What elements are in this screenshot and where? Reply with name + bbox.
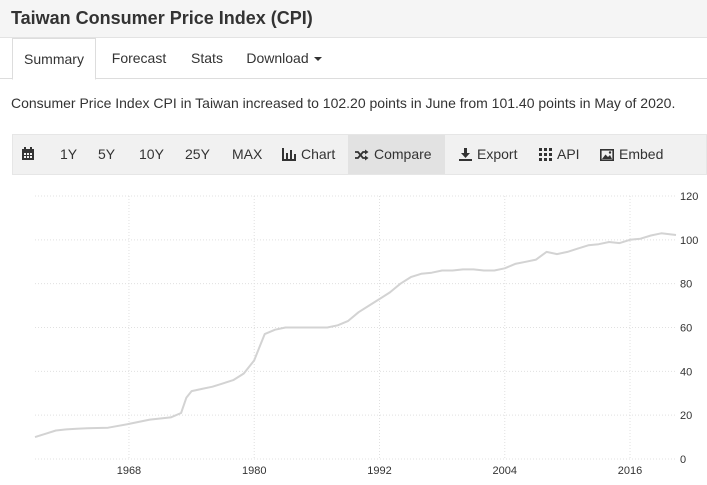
bar-chart-icon <box>282 148 296 161</box>
y-tick-label: 120 <box>680 191 698 203</box>
embed-button[interactable]: Embed <box>600 135 663 174</box>
api-button[interactable]: API <box>539 135 580 174</box>
range-5y-button[interactable]: 5Y <box>98 146 116 162</box>
tab-download[interactable]: Download <box>238 38 330 79</box>
shuffle-icon <box>355 149 369 161</box>
x-tick-label: 1968 <box>117 465 141 477</box>
tab-stats[interactable]: Stats <box>191 50 223 66</box>
grid-icon <box>539 148 552 161</box>
caret-down-icon <box>313 57 322 62</box>
compare-button-label: Compare <box>374 146 432 162</box>
api-button-label: API <box>557 146 580 162</box>
range-1y-button[interactable]: 1Y <box>60 146 78 162</box>
range-10y-button[interactable]: 10Y <box>139 146 164 162</box>
image-icon <box>600 149 614 161</box>
x-tick-label: 2004 <box>493 465 517 477</box>
export-button[interactable]: Export <box>459 135 517 174</box>
calendar-icon <box>22 147 34 160</box>
chart-button[interactable]: Chart <box>282 135 335 174</box>
tab-download-label: Download <box>246 50 309 66</box>
cpi-chart-svg: 0 20 40 60 80 100 120 1968 1980 1992 2004 2016 <box>34 191 698 477</box>
page-title: Taiwan Consumer Price Index (CPI) <box>11 8 313 28</box>
y-tick-label: 40 <box>680 366 692 378</box>
y-tick-label: 0 <box>680 454 686 466</box>
title-bar: Taiwan Consumer Price Index (CPI) <box>0 0 707 38</box>
cpi-line-chart: 0 20 40 60 80 100 120 1968 1980 1992 2004 2016 <box>12 176 707 481</box>
y-tick-label: 100 <box>680 235 698 247</box>
cpi-series-line <box>34 232 677 439</box>
range-max-button[interactable]: MAX <box>232 146 263 162</box>
y-tick-label: 60 <box>680 323 692 335</box>
chart-button-label: Chart <box>301 146 336 162</box>
chart-toolbar: 1Y 5Y 10Y 25Y MAX Chart Compare Export A… <box>12 134 707 175</box>
calendar-button[interactable] <box>21 135 43 174</box>
tab-forecast[interactable]: Forecast <box>111 50 167 66</box>
x-tick-label: 2016 <box>618 465 642 477</box>
tab-bar: Summary Forecast Stats Download <box>0 38 707 80</box>
y-tick-label: 20 <box>680 410 692 422</box>
summary-text: Consumer Price Index CPI in Taiwan incre… <box>11 95 676 111</box>
x-tick-label: 1992 <box>367 465 391 477</box>
download-icon <box>459 148 472 161</box>
export-button-label: Export <box>477 146 518 162</box>
range-25y-button[interactable]: 25Y <box>185 146 210 162</box>
y-tick-label: 80 <box>680 279 692 291</box>
compare-button[interactable]: Compare <box>348 135 445 174</box>
embed-button-label: Embed <box>619 146 664 162</box>
tab-summary[interactable]: Summary <box>12 38 96 80</box>
x-tick-label: 1980 <box>242 465 266 477</box>
